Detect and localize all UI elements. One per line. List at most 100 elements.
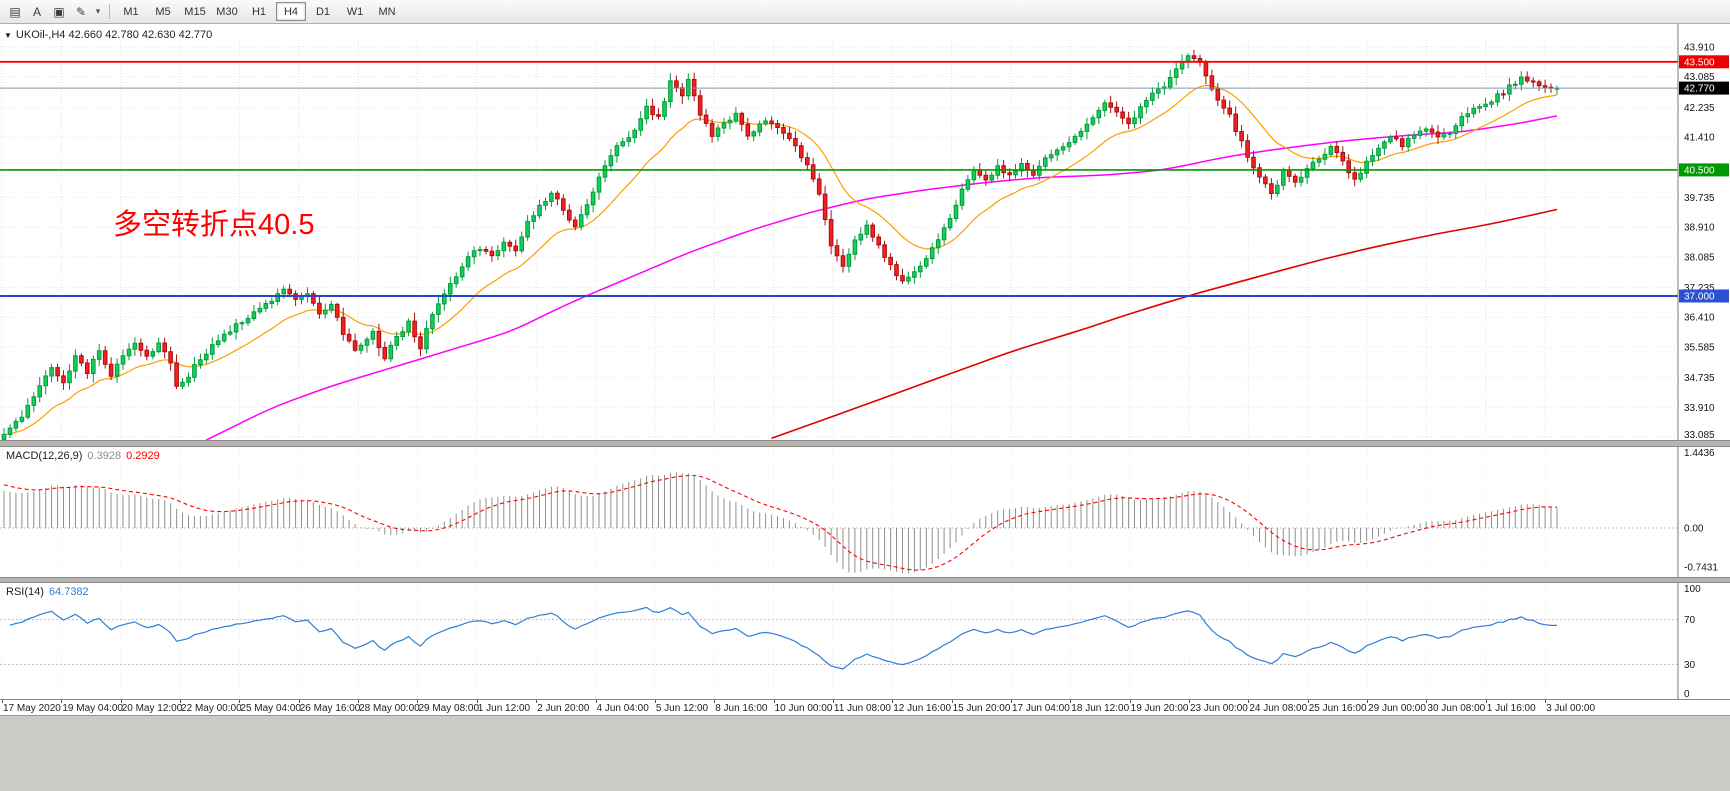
price-axis-label: 33.910	[1684, 403, 1715, 414]
dropdown-arrow-icon[interactable]: ▾	[95, 6, 101, 16]
time-axis-label: 8 Jun 16:00	[715, 703, 768, 714]
macd-histogram	[3, 472, 1558, 574]
time-axis-tick	[1070, 700, 1072, 703]
time-axis-tick	[951, 700, 953, 703]
time-axis-tick	[1545, 700, 1547, 703]
ma-slow-line	[771, 208, 1558, 440]
price-badge-text: 42.770	[1684, 84, 1715, 95]
price-chart-panel[interactable]: 43.910 43.085 42.235 41.410 39.735 38.910 38.0…	[0, 24, 1730, 440]
panel-splitter-2[interactable]	[0, 577, 1730, 583]
time-axis-tick	[1248, 700, 1250, 703]
panel-splitter-1[interactable]	[0, 440, 1730, 447]
time-axis-tick	[2, 700, 3, 703]
price-axis-label: 37.235	[1684, 283, 1715, 294]
time-axis-tick	[892, 700, 894, 703]
time-axis-tick	[1426, 700, 1428, 703]
down-candle-wicks	[57, 49, 1552, 390]
time-axis-label: 19 May 04:00	[62, 703, 123, 714]
price-axis-label: 39.735	[1684, 193, 1715, 204]
template-icon[interactable]: ▣	[53, 4, 65, 19]
price-axis-label: 38.085	[1684, 252, 1715, 263]
toolbar-icons: ▤ A ▣ ✎ ▾	[4, 3, 104, 21]
rsi-label: RSI(14) 64.7382	[6, 586, 94, 598]
price-axis-label: 36.410	[1684, 313, 1715, 324]
rsi-value: 64.7382	[48, 586, 89, 598]
draw-tool-icon[interactable]: ✎	[75, 4, 87, 19]
timeframe-button-H4[interactable]: H4	[276, 2, 306, 21]
ma-medium-line	[205, 115, 1558, 440]
time-axis-tick	[120, 700, 122, 703]
time-axis-label: 30 Jun 08:00	[1427, 703, 1486, 714]
rsi-axis-label: 70	[1684, 615, 1696, 626]
timeframe-button-M1[interactable]: M1	[123, 5, 139, 18]
window-footer	[0, 715, 1730, 791]
time-axis-tick	[595, 700, 597, 703]
timeframe-button-W1[interactable]: W1	[346, 5, 364, 18]
price-badge-text: 37.000	[1684, 292, 1715, 303]
rsi-line	[9, 606, 1557, 670]
time-axis-label: 25 Jun 16:00	[1308, 703, 1367, 714]
price-badge-text: 43.500	[1684, 57, 1715, 68]
timeframe-button-MN[interactable]: MN	[378, 5, 396, 18]
macd-signal-value: 0.2929	[126, 450, 160, 462]
timeframe-button-H1[interactable]: H1	[251, 5, 267, 18]
time-axis-label: 24 Jun 08:00	[1249, 703, 1308, 714]
time-axis[interactable]: 17 May 2020 19 May 04:00 20 May 12:00 22 Ma…	[0, 699, 1730, 715]
price-axis-label: 38.910	[1684, 223, 1715, 234]
chart-window-icon[interactable]: ▤	[9, 4, 21, 19]
chart-annotation-text: 多空转折点40.5	[113, 209, 315, 241]
timeframe-button-D1[interactable]: D1	[315, 5, 331, 18]
macd-signal-line	[3, 474, 1558, 571]
timeframe-button-M15[interactable]: M15	[184, 5, 206, 18]
macd-axis-label: -0.7431	[1684, 563, 1718, 574]
time-axis-label: 17 Jun 04:00	[1011, 703, 1070, 714]
text-tool-icon[interactable]: A	[32, 4, 41, 19]
time-axis-tick	[180, 700, 182, 703]
price-axis-label: 34.735	[1684, 373, 1715, 384]
macd-canvas[interactable]: 1.4436 0.00 -0.7431	[0, 447, 1730, 577]
time-axis-label: 11 Jun 08:00	[833, 703, 891, 714]
time-axis-tick	[1129, 700, 1131, 703]
time-axis-tick	[654, 700, 656, 703]
time-axis-label: 1 Jul 16:00	[1486, 703, 1536, 714]
symbol-ohlc-line: ▼ UKOil-,H4 42.660 42.780 42.630 42.770	[4, 29, 212, 41]
time-axis-label: 15 Jun 20:00	[952, 703, 1011, 714]
ma-fast-line	[3, 84, 1558, 436]
macd-main-value: 0.3928	[87, 450, 122, 462]
time-axis-tick	[714, 700, 716, 703]
time-axis-tick	[536, 700, 538, 703]
macd-axis-label: 0.00	[1684, 524, 1704, 535]
rsi-gridlines	[1, 585, 1546, 697]
time-axis-label: 28 May 00:00	[359, 703, 420, 714]
time-axis-label: 4 Jun 04:00	[596, 703, 649, 714]
price-chart-canvas[interactable]: 43.910 43.085 42.235 41.410 39.735 38.910 38.0…	[0, 24, 1730, 440]
time-axis-tick	[298, 700, 300, 703]
rsi-axis-label: 100	[1684, 584, 1701, 595]
time-axis-label: 25 May 04:00	[240, 703, 301, 714]
rsi-canvas[interactable]: 100 70 30 0	[0, 583, 1730, 699]
timeframe-button-M30[interactable]: M30	[216, 5, 238, 18]
macd-panel[interactable]: 1.4436 0.00 -0.7431 MACD(12,26,9) 0.3928 0.2…	[0, 447, 1730, 577]
time-axis-label: 19 Jun 20:00	[1130, 703, 1189, 714]
time-axis-tick	[358, 700, 360, 703]
price-axis-label: 35.585	[1684, 342, 1715, 353]
rsi-panel[interactable]: 100 70 30 0 RSI(14) 64.7382	[0, 583, 1730, 699]
price-axis-label: 43.910	[1684, 43, 1715, 54]
time-axis-label: 20 May 12:00	[121, 703, 183, 714]
time-axis-label: 18 Jun 12:00	[1071, 703, 1130, 714]
time-axis-label: 17 May 2020	[3, 703, 61, 714]
chart-collapse-arrow-icon[interactable]: ▼	[4, 30, 12, 40]
price-badge	[1679, 289, 1729, 303]
price-axis-label: 33.085	[1684, 430, 1715, 440]
price-badge	[1679, 163, 1729, 177]
time-axis-tick	[1367, 700, 1369, 703]
rsi-axis-label: 0	[1684, 689, 1690, 699]
up-candle-wicks	[3, 53, 1558, 440]
time-axis-label: 1 Jun 12:00	[477, 703, 531, 714]
time-axis-label: 23 Jun 00:00	[1190, 703, 1248, 714]
price-axis-label: 42.235	[1684, 103, 1715, 114]
timeframe-button-M5[interactable]: M5	[155, 5, 171, 18]
time-axis-tick	[476, 700, 478, 703]
up-candle-bodies	[1, 55, 1560, 440]
